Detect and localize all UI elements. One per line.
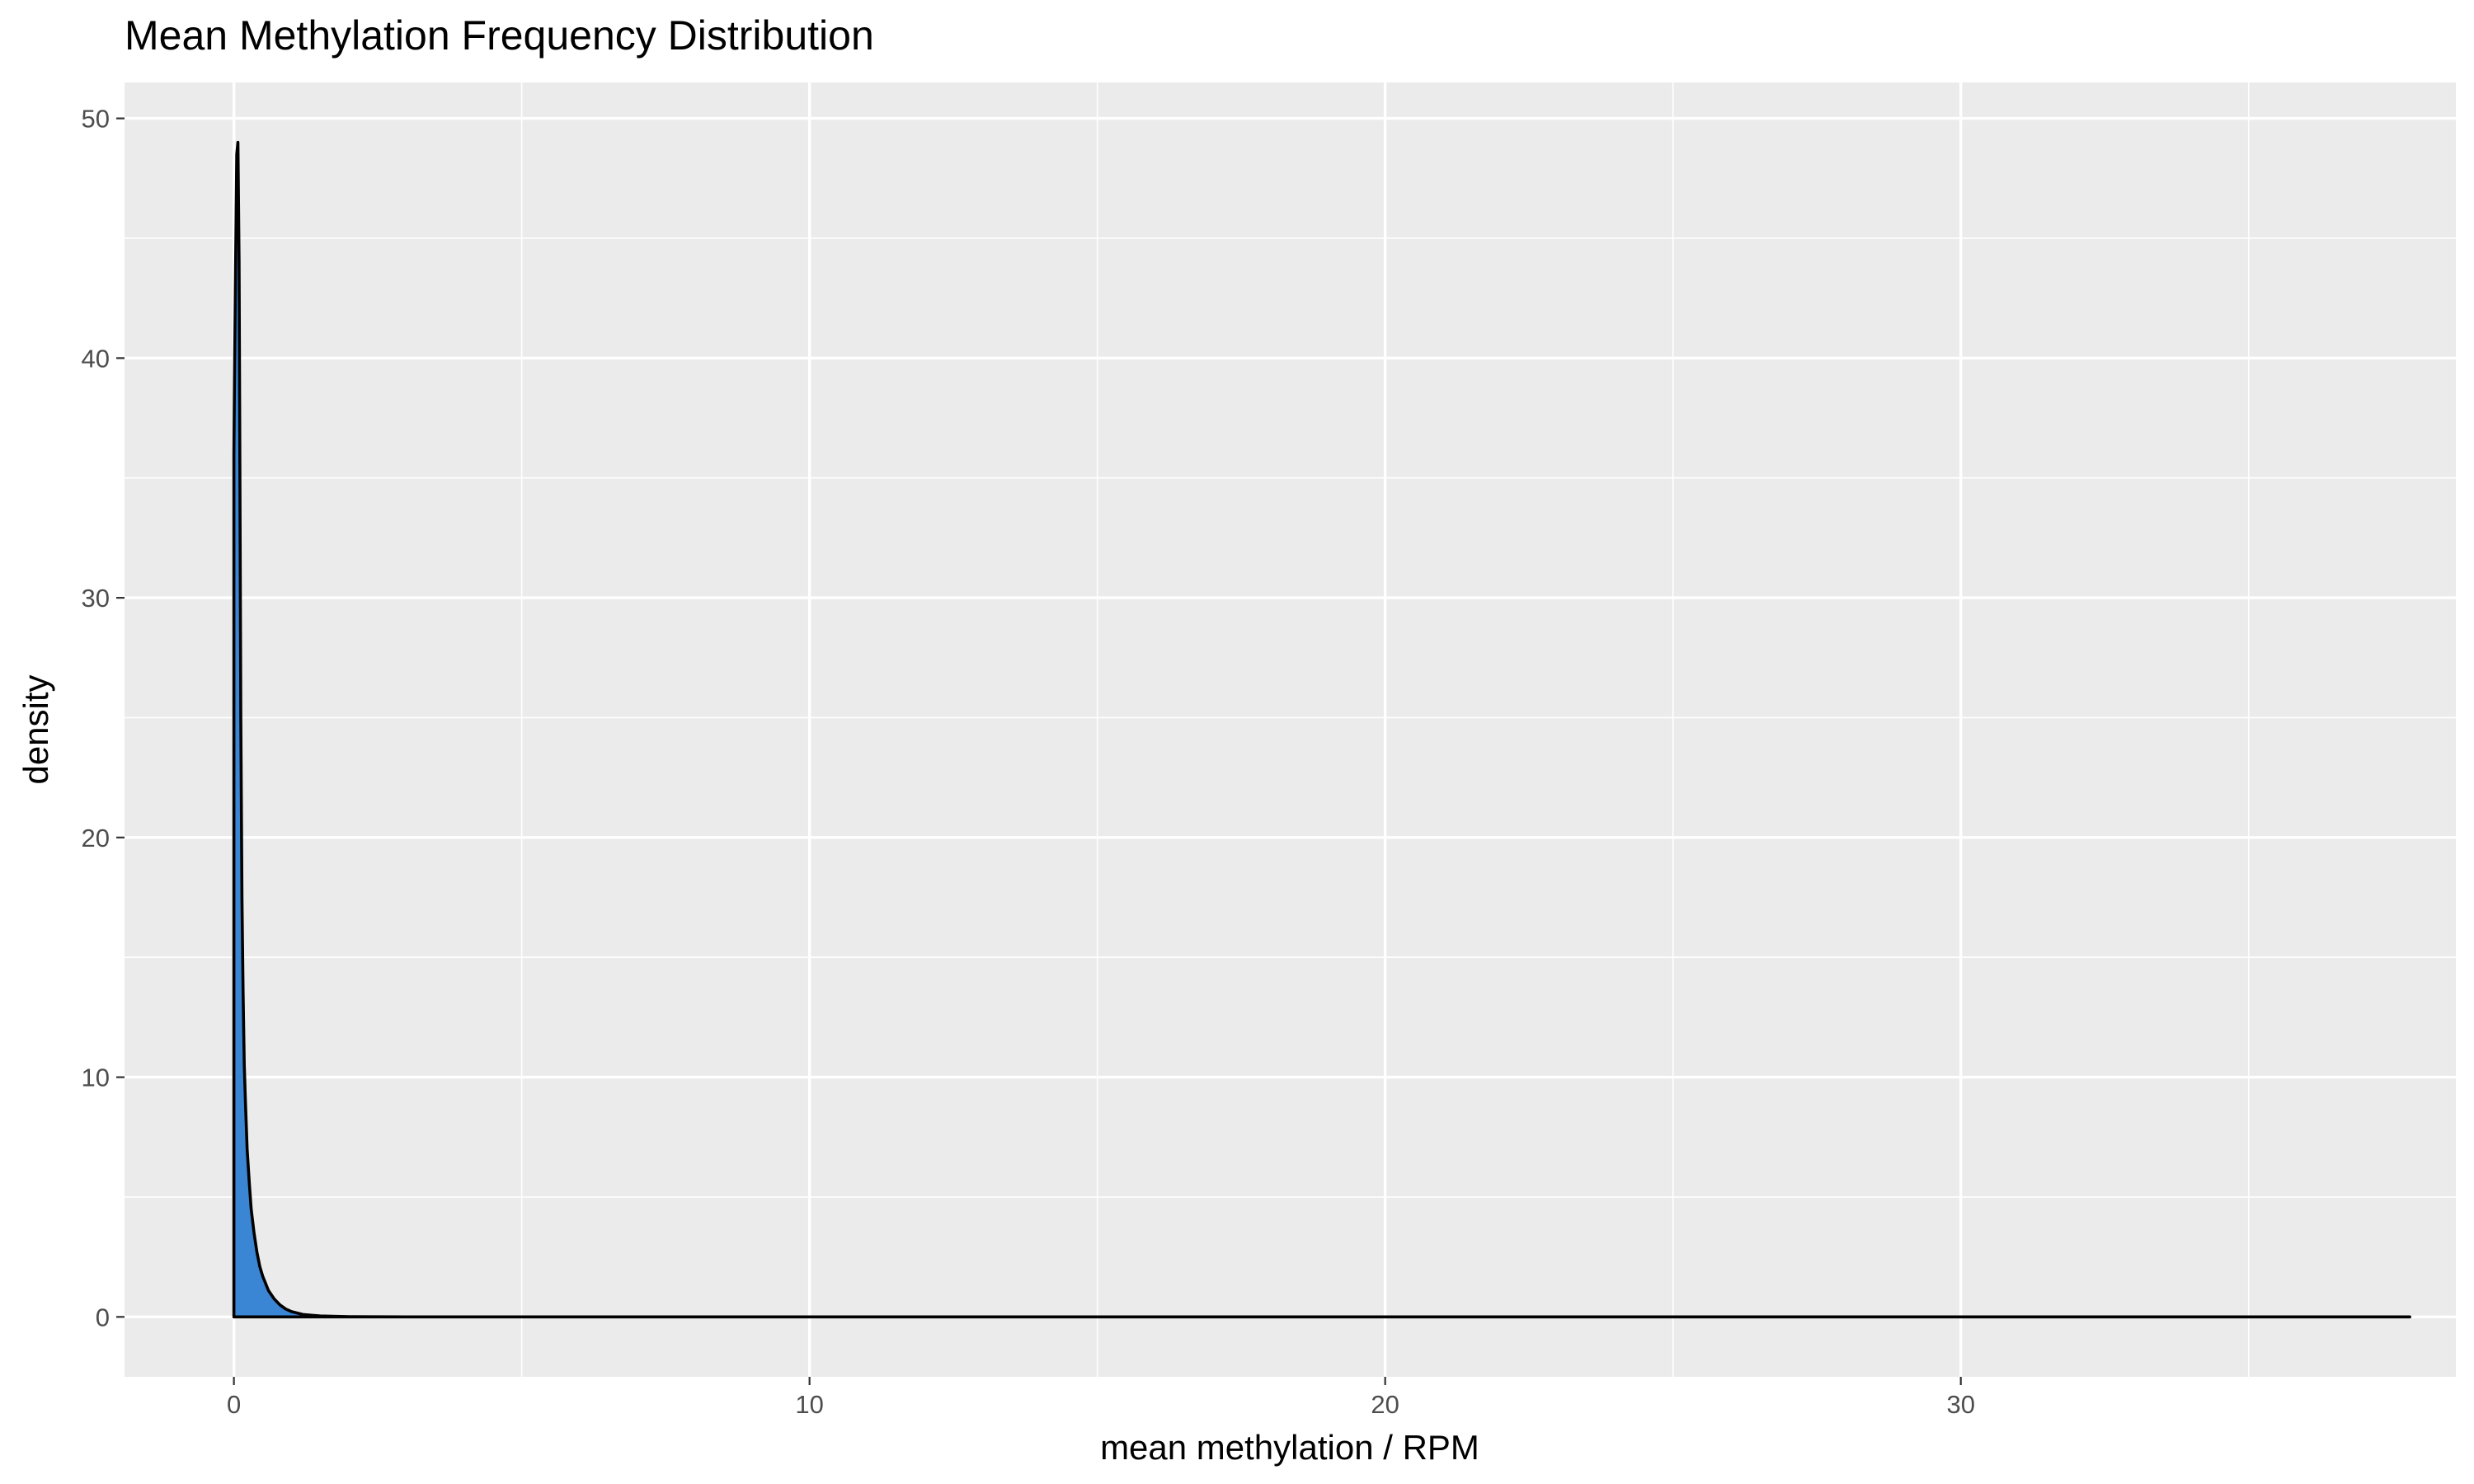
x-tick-label: 30 (1946, 1390, 1974, 1419)
y-tick-label: 20 (82, 824, 110, 852)
y-tick-label: 40 (82, 344, 110, 373)
y-axis-title: density (16, 674, 55, 784)
y-tick-label: 10 (82, 1064, 110, 1092)
y-axis: 0 10 20 30 40 50 (82, 105, 125, 1331)
minor-gridlines (125, 82, 2456, 1377)
x-axis: 0 10 20 30 (227, 1377, 1975, 1419)
x-tick-label: 0 (227, 1390, 241, 1419)
x-axis-title: mean methylation / RPM (1100, 1428, 1479, 1467)
x-tick-label: 10 (795, 1390, 823, 1419)
density-area (232, 140, 2411, 1319)
series-layer (232, 140, 2411, 1319)
y-tick-label: 30 (82, 584, 110, 613)
y-tick-label: 0 (96, 1303, 110, 1331)
plot-panel (125, 82, 2456, 1377)
chart-title: Mean Methylation Frequency Distribution (125, 12, 874, 59)
x-tick-label: 20 (1371, 1390, 1399, 1419)
y-tick-label: 50 (82, 105, 110, 134)
